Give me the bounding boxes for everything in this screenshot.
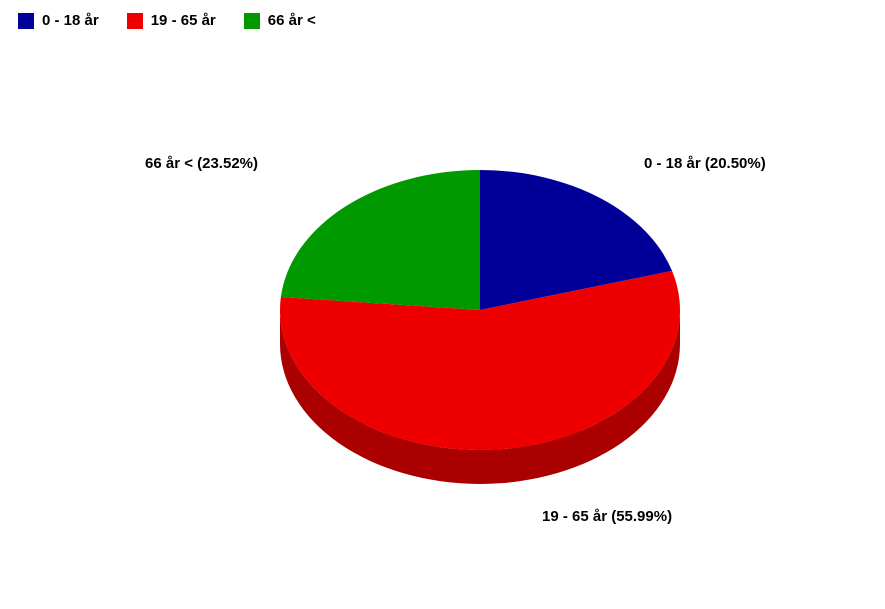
slice-label-2: 66 år < (23.52%) — [145, 155, 258, 172]
slice-label-0: 0 - 18 år (20.50%) — [644, 155, 766, 172]
slice-label-1: 19 - 65 år (55.99%) — [542, 508, 672, 525]
pie-chart — [0, 0, 885, 609]
